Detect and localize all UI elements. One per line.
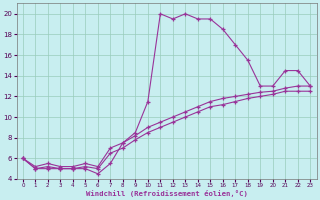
X-axis label: Windchill (Refroidissement éolien,°C): Windchill (Refroidissement éolien,°C) bbox=[86, 190, 248, 197]
